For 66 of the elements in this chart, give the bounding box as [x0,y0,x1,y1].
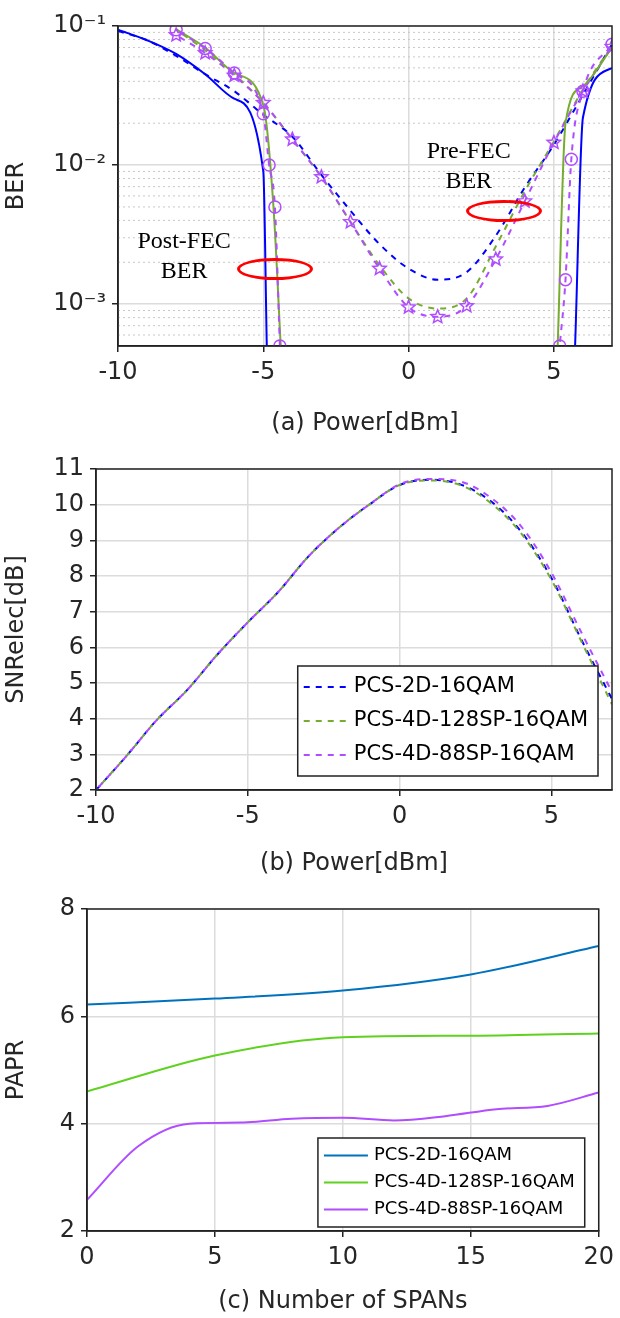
point [268,200,282,214]
x-tick-label: 5 [207,1241,223,1270]
x-tick-label: -10 [76,800,116,829]
x-tick-label: 10 [327,1241,359,1270]
y-tick-label: 11 [53,453,84,482]
x-axis-title: (a) Power[dBm] [271,407,459,436]
y-axis-title: SNRelec[dB] [0,555,29,704]
line-series [87,1091,599,1201]
point [256,106,271,121]
point [255,95,271,110]
y-tick-label: 10⁻² [53,149,106,178]
annotation: Post-FEC BER [137,226,231,283]
point [517,193,533,208]
y-tick-label: 3 [68,738,84,767]
point [546,134,562,150]
x-tick-label: 0 [400,356,417,385]
x-tick-label: 20 [583,1241,614,1270]
x-tick-label: 15 [455,1241,487,1270]
y-tick-label: 10 [53,488,84,517]
point [488,251,504,266]
point [284,131,300,146]
x-axis-title: (b) Power[dBm] [260,847,448,876]
y-tick-label: 5 [68,667,84,696]
x-tick-label: -5 [251,356,276,385]
y-tick-label: 2 [68,774,84,803]
legend-label: PCS-4D-128SP-16QAM [353,707,589,732]
point [262,158,276,172]
point [372,260,387,276]
y-tick-label: 9 [68,524,84,553]
legend-label: PCS-4D-88SP-16QAM [353,741,575,766]
y-tick-label: 8 [59,893,75,922]
y-tick-label: 4 [68,702,84,731]
legend-label: PCS-4D-128SP-16QAM [373,1170,575,1192]
x-tick-label: 5 [543,800,559,829]
y-axis-title: PAPR [0,1039,29,1101]
y-tick-label: 7 [68,595,84,624]
legend-label: PCS-4D-88SP-16QAM [373,1197,564,1219]
y-tick-label: 4 [59,1107,75,1136]
line-series [87,945,599,1006]
y-tick-label: 6 [68,631,84,660]
y-tick-label: 2 [59,1215,75,1244]
legend-label: PCS-2D-16QAM [353,673,515,698]
point [430,309,446,324]
x-tick-label: 0 [79,1241,95,1270]
point [314,169,329,184]
y-tick-label: 10⁻³ [53,288,106,317]
point [401,299,416,314]
point [198,41,212,56]
y-tick-label: 10⁻¹ [53,10,106,39]
y-tick-label: 8 [68,560,84,589]
x-axis-title: (c) Number of SPANs [218,1285,468,1314]
point [558,272,573,287]
annotation: Pre-FEC BER [426,137,511,194]
legend-label: PCS-2D-16QAM [373,1143,512,1165]
y-axis-title: BER [0,161,29,211]
point [168,27,184,42]
x-tick-label: 0 [391,800,408,829]
x-tick-label: -5 [235,800,260,829]
point [343,214,358,229]
y-tick-label: 6 [59,1000,75,1029]
point [564,152,579,167]
line-series [87,1032,599,1093]
x-tick-label: 5 [546,356,562,385]
x-tick-label: -10 [98,356,138,385]
point [197,45,213,60]
point [459,298,475,313]
